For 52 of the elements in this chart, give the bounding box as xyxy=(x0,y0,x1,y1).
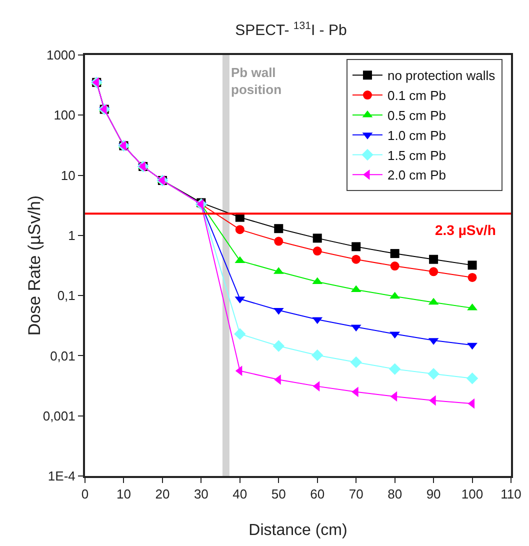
x-tick-label: 0 xyxy=(81,486,89,502)
x-tick-label: 40 xyxy=(232,486,248,502)
legend-label: 2.0 cm Pb xyxy=(387,168,446,183)
legend-label: 0.5 cm Pb xyxy=(387,108,446,124)
ref-line-label: 2.3 µSv/h xyxy=(435,222,496,238)
point xyxy=(350,356,362,368)
point xyxy=(312,349,324,362)
chart-title: SPECT- $^{131}$I - Pb xyxy=(235,20,347,40)
x-tick-label: 70 xyxy=(348,486,364,502)
x-tick-label: 60 xyxy=(310,486,325,502)
y-axis-title: Dose Rate (µSv/h) xyxy=(25,195,44,336)
x-axis-title: Distance (cm) xyxy=(248,522,348,539)
y-tick-label: 0,01 xyxy=(50,348,76,364)
point xyxy=(468,272,477,282)
y-tick-label: 1000 xyxy=(46,48,76,63)
x-tick-label: 110 xyxy=(500,486,522,502)
point xyxy=(429,267,438,276)
point xyxy=(429,254,438,264)
y-tick-label: 0,1 xyxy=(57,288,76,304)
point xyxy=(312,246,322,256)
point xyxy=(312,234,322,243)
x-tick-label: 90 xyxy=(426,486,441,502)
x-tick-label: 20 xyxy=(155,486,170,502)
point xyxy=(272,340,284,352)
point xyxy=(390,249,400,258)
legend-label: no protection walls xyxy=(387,68,496,84)
y-tick-label: 10 xyxy=(60,168,76,183)
point xyxy=(235,225,244,234)
point xyxy=(468,260,477,270)
band-label: Pb wall position xyxy=(231,65,282,97)
x-tick-label: 50 xyxy=(271,486,286,502)
x-tick-label: 80 xyxy=(388,486,402,502)
legend-label: 1.5 cm Pb xyxy=(387,148,446,163)
y-tick-label: 0,001 xyxy=(42,408,76,424)
x-tick-label: 10 xyxy=(116,486,131,502)
x-tick-label: 30 xyxy=(194,486,208,502)
point xyxy=(467,342,478,350)
point xyxy=(352,254,361,264)
point xyxy=(388,363,401,375)
y-tick-label: 1E-4 xyxy=(48,468,76,484)
point xyxy=(234,328,246,340)
legend-label: 1.0 cm Pb xyxy=(387,128,446,143)
point xyxy=(274,236,284,246)
point xyxy=(352,242,361,252)
y-tick-label: 100 xyxy=(54,108,76,123)
y-tick-label: 1 xyxy=(68,228,76,243)
point xyxy=(390,262,400,271)
point xyxy=(274,224,284,234)
legend-label: 0.1 cm Pb xyxy=(387,88,446,104)
point xyxy=(466,372,478,384)
point xyxy=(428,368,440,380)
x-tick-label: 100 xyxy=(461,486,484,502)
